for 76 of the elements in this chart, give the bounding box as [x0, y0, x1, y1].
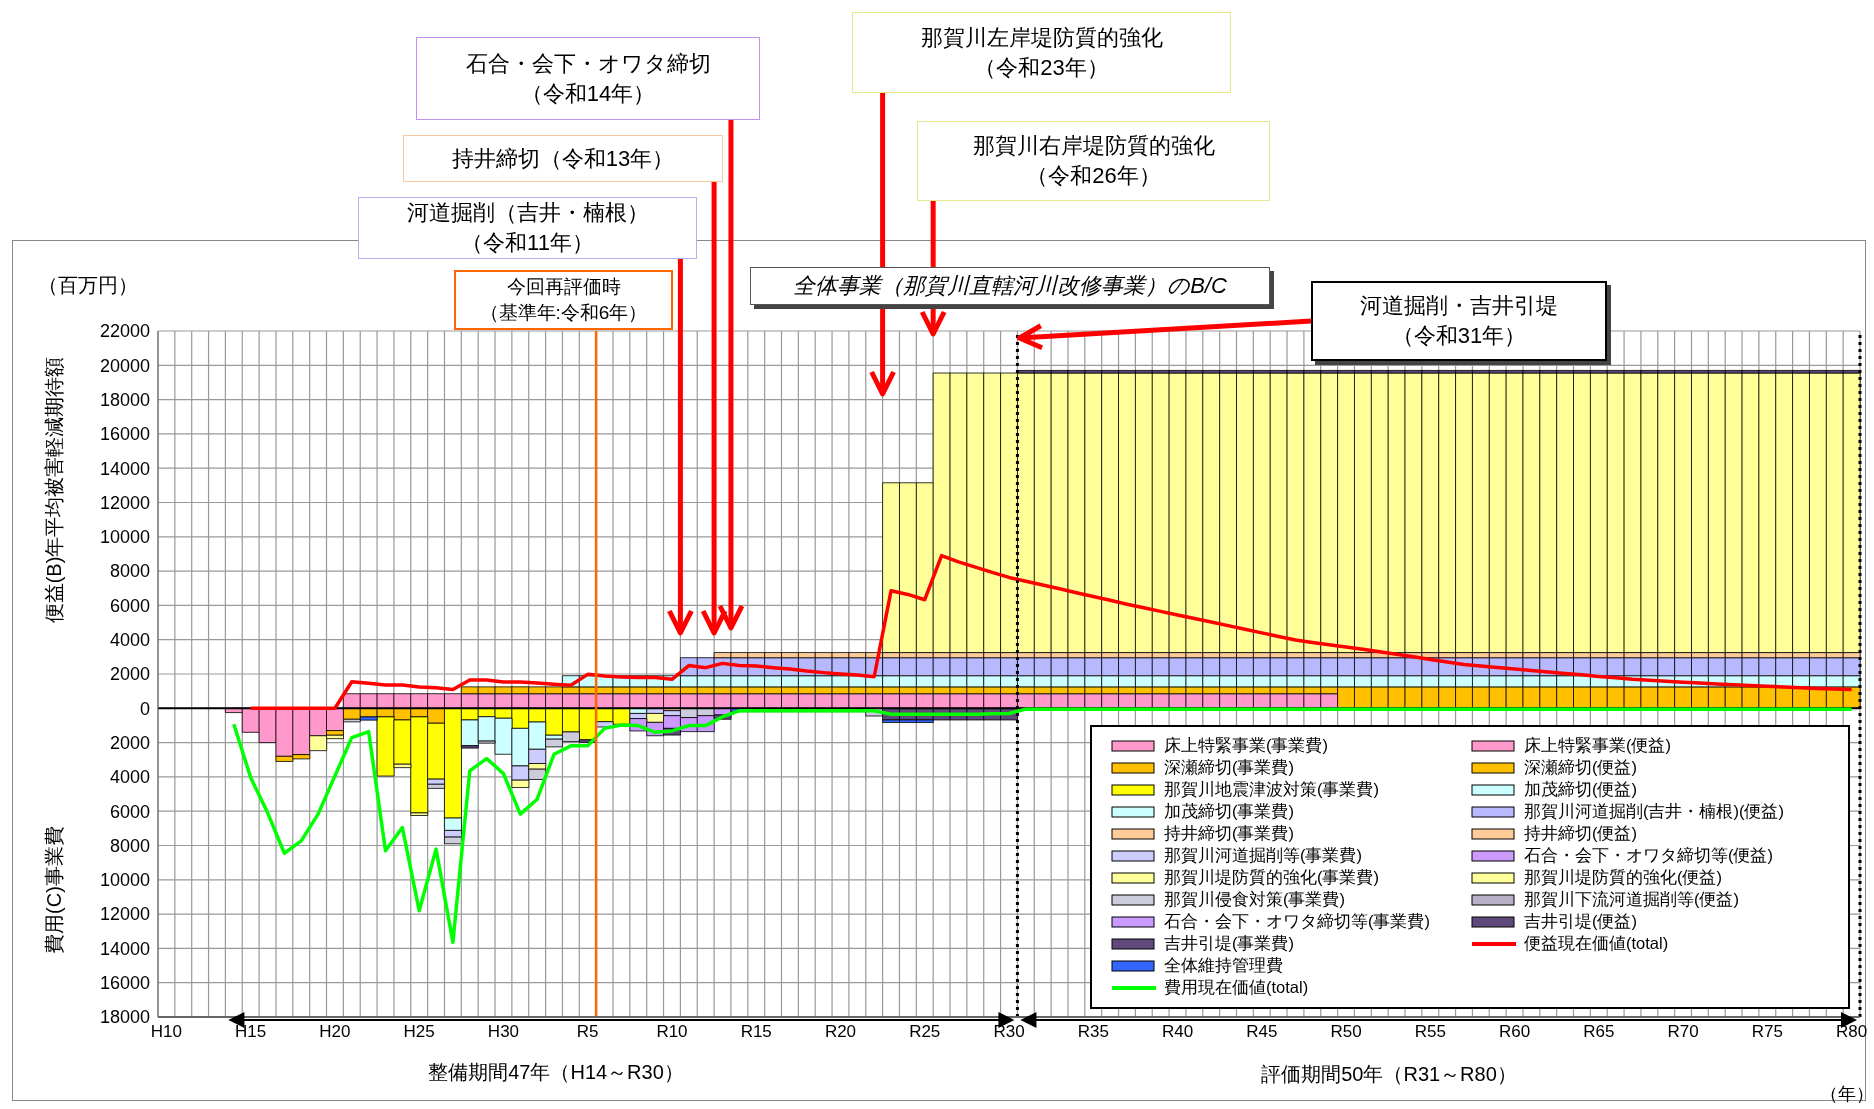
y-tick-label: 4000 [109, 630, 150, 651]
callout-box: 河道掘削（吉井・楠根）（令和11年） [358, 197, 697, 259]
y-tick-label: 0 [139, 698, 150, 719]
y-axis-title: 便益(B)年平均被害軽減期待額 [41, 356, 66, 624]
y-tick-label: 16000 [99, 973, 150, 994]
x-tick-label: R75 [1751, 1022, 1783, 1042]
x-tick-label: R70 [1667, 1022, 1699, 1042]
legend-label: 便益現在価値(total) [1524, 933, 1669, 954]
x-tick-label: R65 [1583, 1022, 1615, 1042]
x-tick-label: R45 [1246, 1022, 1278, 1042]
x-tick-label: R20 [824, 1022, 857, 1042]
legend-label: 那賀川下流河道掘削等(便益) [1524, 889, 1739, 910]
x-tick-label: H30 [487, 1022, 520, 1042]
legend-label: 吉井引堤(事業費) [1164, 933, 1294, 954]
y-tick-label: 20000 [99, 355, 150, 376]
x-tick-label: R80 [1835, 1022, 1868, 1042]
y-tick-label: 12000 [99, 492, 150, 513]
y-tick-label: 8000 [109, 835, 150, 856]
legend-label: 床上特緊事業(事業費) [1164, 735, 1328, 756]
legend-label: 那賀川堤防質的強化(事業費) [1164, 867, 1379, 888]
y-tick-label: 6000 [109, 595, 150, 616]
x-tick-label: R10 [656, 1022, 688, 1042]
x-tick-label: R25 [909, 1022, 941, 1042]
y-tick-label: 22000 [99, 321, 150, 342]
legend-label: 全体維持管理費 [1164, 955, 1283, 976]
y-tick-label: 6000 [109, 801, 150, 822]
x-tick-label: H20 [319, 1022, 351, 1042]
legend-label: 加茂締切(便益) [1524, 779, 1637, 800]
x-tick-label: H25 [403, 1022, 435, 1042]
x-tick-label: R30 [993, 1022, 1025, 1042]
ref-line-label: 今回再評価時（基準年:令和6年） [454, 270, 673, 330]
legend-label: 深瀬締切(事業費) [1164, 757, 1294, 778]
legend-label: 那賀川侵食対策(事業費) [1164, 889, 1345, 910]
legend-label: 那賀川堤防質的強化(便益) [1524, 867, 1722, 888]
legend-label: 石合・会下・オワタ締切等(事業費) [1164, 911, 1430, 932]
y-tick-label: 14000 [99, 458, 150, 479]
x-tick-label: R5 [576, 1022, 599, 1042]
y-tick-label: 10000 [99, 527, 150, 548]
x-tick-label: H10 [150, 1022, 183, 1042]
y-tick-label: 10000 [99, 870, 150, 891]
legend-label: 那賀川河道掘削等(事業費) [1164, 845, 1362, 866]
x-tick-label: R60 [1498, 1022, 1531, 1042]
y-tick-label: 2000 [109, 732, 150, 753]
y-tick-label: 18000 [99, 1007, 150, 1028]
x-tick-label: R55 [1414, 1022, 1446, 1042]
y-tick-label: 14000 [99, 938, 150, 959]
legend-label: 吉井引堤(便益) [1524, 911, 1637, 932]
legend-label: 加茂締切(事業費) [1164, 801, 1294, 822]
legend-label: 那賀川地震津波対策(事業費) [1164, 779, 1379, 800]
x-axis-title: （年） [1820, 1083, 1874, 1106]
x-tick-label: R35 [1077, 1022, 1109, 1042]
text: 整備期間47年（H14～R30） [428, 1059, 684, 1085]
x-tick-label: R40 [1161, 1022, 1194, 1042]
legend-label: 深瀬締切(便益) [1524, 757, 1637, 778]
text: 評価期間50年（R31～R80） [1261, 1061, 1517, 1087]
legend-label: 持井締切(事業費) [1164, 823, 1294, 844]
legend-label: 石合・会下・オワタ締切等(便益) [1524, 845, 1773, 866]
callout-box: 那賀川右岸堤防質的強化（令和26年） [917, 121, 1270, 201]
y-tick-label: 8000 [109, 561, 150, 582]
x-tick-label: R15 [740, 1022, 772, 1042]
y-tick-label: 2000 [109, 664, 150, 685]
callout-box: 那賀川左岸堤防質的強化（令和23年） [852, 12, 1231, 93]
legend-label: 持井締切(便益) [1524, 823, 1637, 844]
x-tick-label: R50 [1330, 1022, 1362, 1042]
text: （百万円） [38, 273, 138, 298]
x-tick-label: H15 [235, 1022, 267, 1042]
callout-box: 持井締切（令和13年） [403, 135, 723, 182]
y-tick-label: 4000 [109, 767, 150, 788]
y-tick-label: 12000 [99, 904, 150, 925]
y-tick-label: 18000 [99, 389, 150, 410]
legend-label: 床上特緊事業(便益) [1524, 735, 1671, 756]
legend-label: 那賀川河道掘削(吉井・楠根)(便益) [1524, 801, 1784, 822]
y-tick-label: 16000 [99, 424, 150, 445]
text: 費用(C)事業費 [41, 826, 66, 954]
legend-label: 費用現在価値(total) [1164, 977, 1309, 998]
callout-box: 石合・会下・オワタ締切（令和14年） [416, 37, 760, 120]
